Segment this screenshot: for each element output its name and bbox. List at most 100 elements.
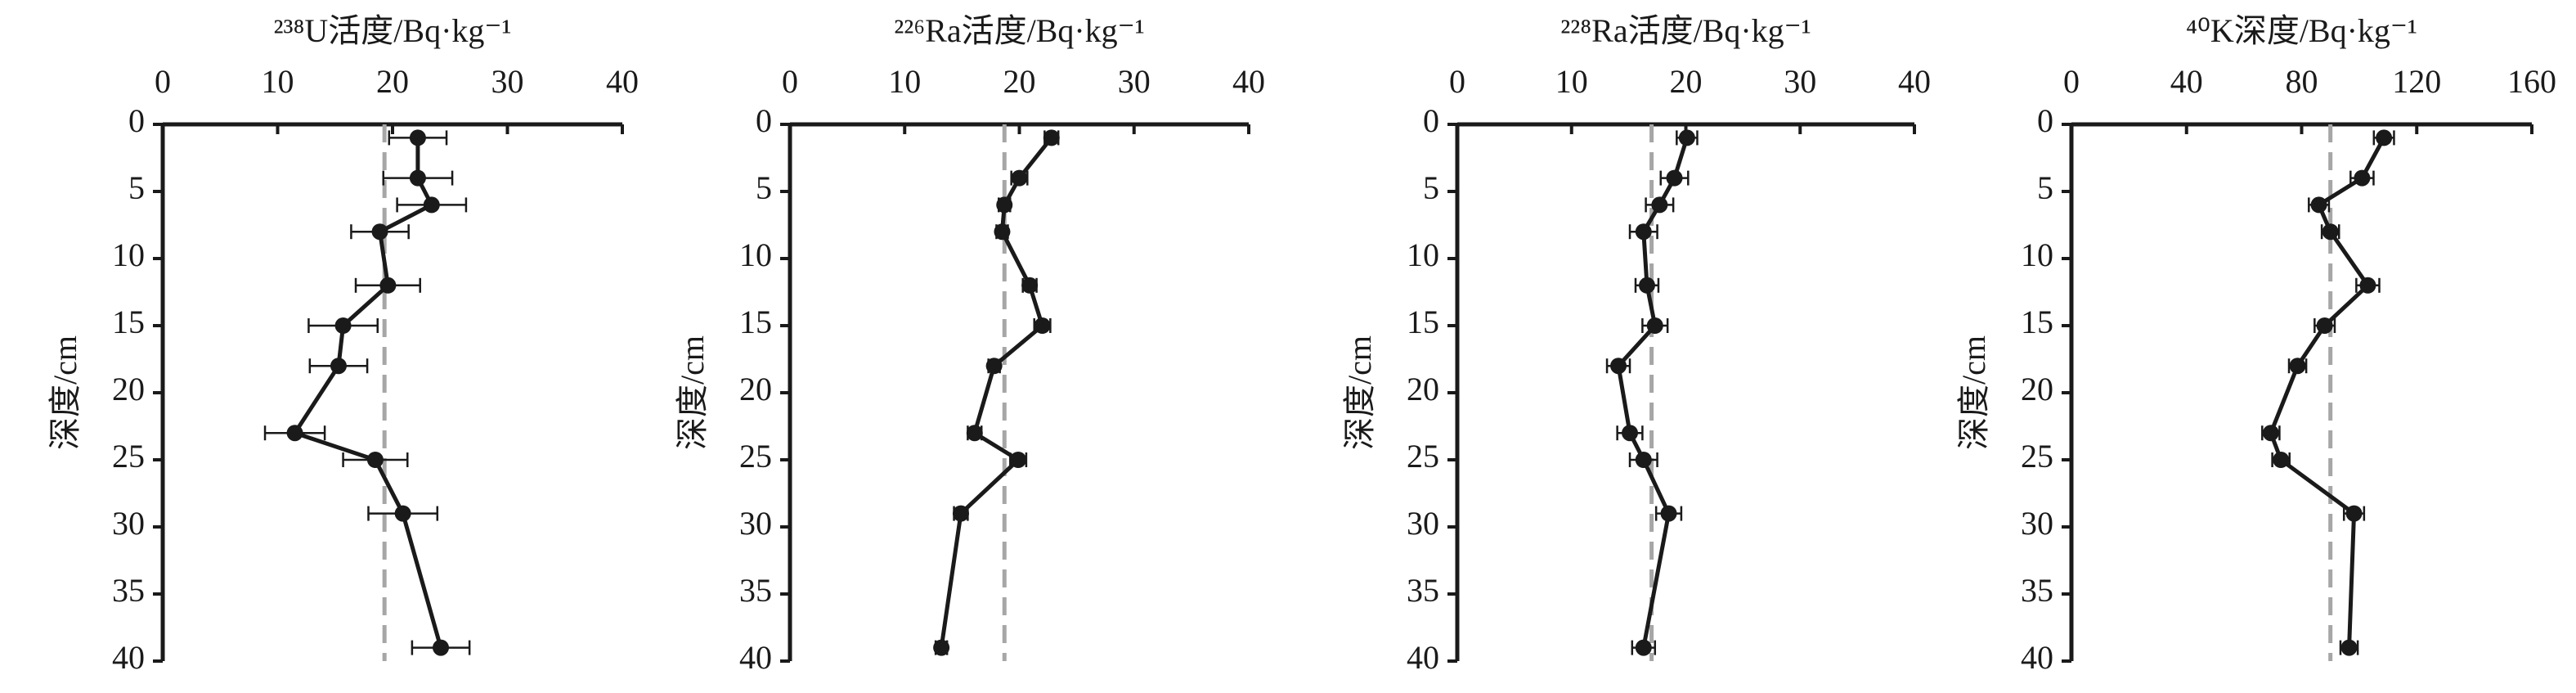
y-tick-label: 30 — [1407, 505, 1439, 542]
y-tick-label: 20 — [112, 371, 145, 407]
x-tick-label: 120 — [2392, 63, 2441, 100]
data-point — [1021, 277, 1039, 294]
data-point — [2354, 169, 2371, 187]
data-point — [286, 425, 303, 442]
data-point — [366, 452, 384, 468]
data-point — [933, 639, 950, 656]
data-line — [939, 136, 1053, 648]
data-point — [371, 223, 388, 241]
data-point — [394, 505, 411, 522]
data-point — [1635, 223, 1652, 241]
data-point — [1666, 169, 1683, 187]
y-tick-label: 25 — [2021, 438, 2053, 475]
x-tick-label: 80 — [2286, 63, 2318, 100]
y-tick-label: 15 — [1407, 304, 1439, 340]
y-tick-label: 5 — [2037, 169, 2053, 206]
data-point — [1638, 277, 1655, 294]
data-point — [1646, 317, 1663, 334]
x-tick-label: 40 — [1898, 63, 1931, 100]
x-tick-label: 30 — [1784, 63, 1816, 100]
x-tick-label: 20 — [1670, 63, 1703, 100]
data-point — [996, 196, 1013, 214]
y-tick-label: 10 — [739, 236, 772, 273]
x-tick-label: 10 — [1555, 63, 1588, 100]
y-tick-label: 35 — [112, 572, 145, 609]
y-tick-label: 30 — [739, 505, 772, 542]
data-point — [994, 223, 1011, 241]
x-tick-label: 40 — [1232, 63, 1265, 100]
data-point — [2289, 358, 2306, 375]
y-tick-label: 35 — [739, 572, 772, 609]
data-point — [2316, 317, 2333, 334]
x-tick-label: 0 — [155, 63, 171, 100]
y-tick-label: 40 — [1407, 639, 1439, 676]
data-point — [952, 505, 969, 522]
data-point — [379, 277, 397, 294]
data-point — [1043, 129, 1060, 146]
data-point — [1635, 639, 1652, 656]
y-tick-label: 20 — [2021, 371, 2053, 407]
y-tick-label: 25 — [739, 438, 772, 475]
data-point — [1651, 196, 1668, 214]
panel-title: ²³⁸U活度/Bq·kg⁻¹ — [273, 12, 511, 49]
data-point — [2359, 277, 2376, 294]
x-tick-label: 40 — [2170, 63, 2203, 100]
y-tick-label: 10 — [112, 236, 145, 273]
y-tick-label: 5 — [756, 169, 772, 206]
data-point — [1011, 169, 1028, 187]
y-tick-label: 10 — [1407, 236, 1439, 273]
data-point — [433, 639, 450, 656]
y-tick-label: 15 — [2021, 304, 2053, 340]
data-point — [1660, 505, 1677, 522]
y-tick-label: 25 — [112, 438, 145, 475]
x-tick-label: 0 — [782, 63, 798, 100]
panel-title: ⁴⁰K深度/Bq·kg⁻¹ — [2186, 12, 2417, 49]
data-point — [409, 129, 426, 146]
y-tick-label: 5 — [1423, 169, 1439, 206]
data-line — [291, 137, 443, 649]
y-tick-label: 25 — [1407, 438, 1439, 475]
x-tick-label: 40 — [606, 63, 639, 100]
data-point — [1678, 129, 1695, 146]
data-point — [966, 425, 983, 442]
data-line — [2269, 137, 2386, 648]
y-tick-label: 35 — [2021, 572, 2053, 609]
y-tick-label: 20 — [739, 371, 772, 407]
x-tick-label: 30 — [1118, 63, 1151, 100]
y-tick-label: 0 — [2037, 102, 2053, 139]
x-tick-label: 20 — [376, 63, 409, 100]
panel-title: ²²⁸Ra活度/Bq·kg⁻¹ — [1560, 12, 1811, 49]
data-point — [2376, 129, 2393, 146]
y-axis-label: 深度/cm — [1341, 335, 1378, 450]
y-axis-label: 深度/cm — [674, 335, 711, 450]
x-tick-label: 0 — [1449, 63, 1465, 100]
y-tick-label: 40 — [739, 639, 772, 676]
data-point — [330, 358, 347, 375]
data-point — [2310, 196, 2327, 214]
data-point — [1010, 452, 1027, 468]
data-point — [1034, 317, 1051, 334]
y-axis-label: 深度/cm — [47, 335, 83, 450]
y-tick-label: 40 — [112, 639, 145, 676]
x-tick-label: 160 — [2507, 63, 2556, 100]
y-tick-label: 15 — [112, 304, 145, 340]
x-tick-label: 10 — [262, 63, 294, 100]
y-tick-label: 30 — [112, 505, 145, 542]
x-tick-label: 10 — [888, 63, 921, 100]
data-point — [1622, 425, 1639, 442]
x-tick-label: 20 — [1003, 63, 1036, 100]
y-tick-label: 30 — [2021, 505, 2053, 542]
y-tick-label: 0 — [1423, 102, 1439, 139]
x-tick-label: 30 — [491, 63, 524, 100]
y-tick-label: 5 — [128, 169, 145, 206]
y-axis-label: 深度/cm — [1955, 335, 1992, 450]
data-point — [2345, 505, 2363, 522]
data-point — [985, 358, 1003, 375]
y-tick-label: 20 — [1407, 371, 1439, 407]
y-tick-label: 15 — [739, 304, 772, 340]
data-point — [2273, 452, 2290, 468]
y-tick-label: 40 — [2021, 639, 2053, 676]
y-tick-label: 0 — [756, 102, 772, 139]
y-tick-label: 10 — [2021, 236, 2053, 273]
